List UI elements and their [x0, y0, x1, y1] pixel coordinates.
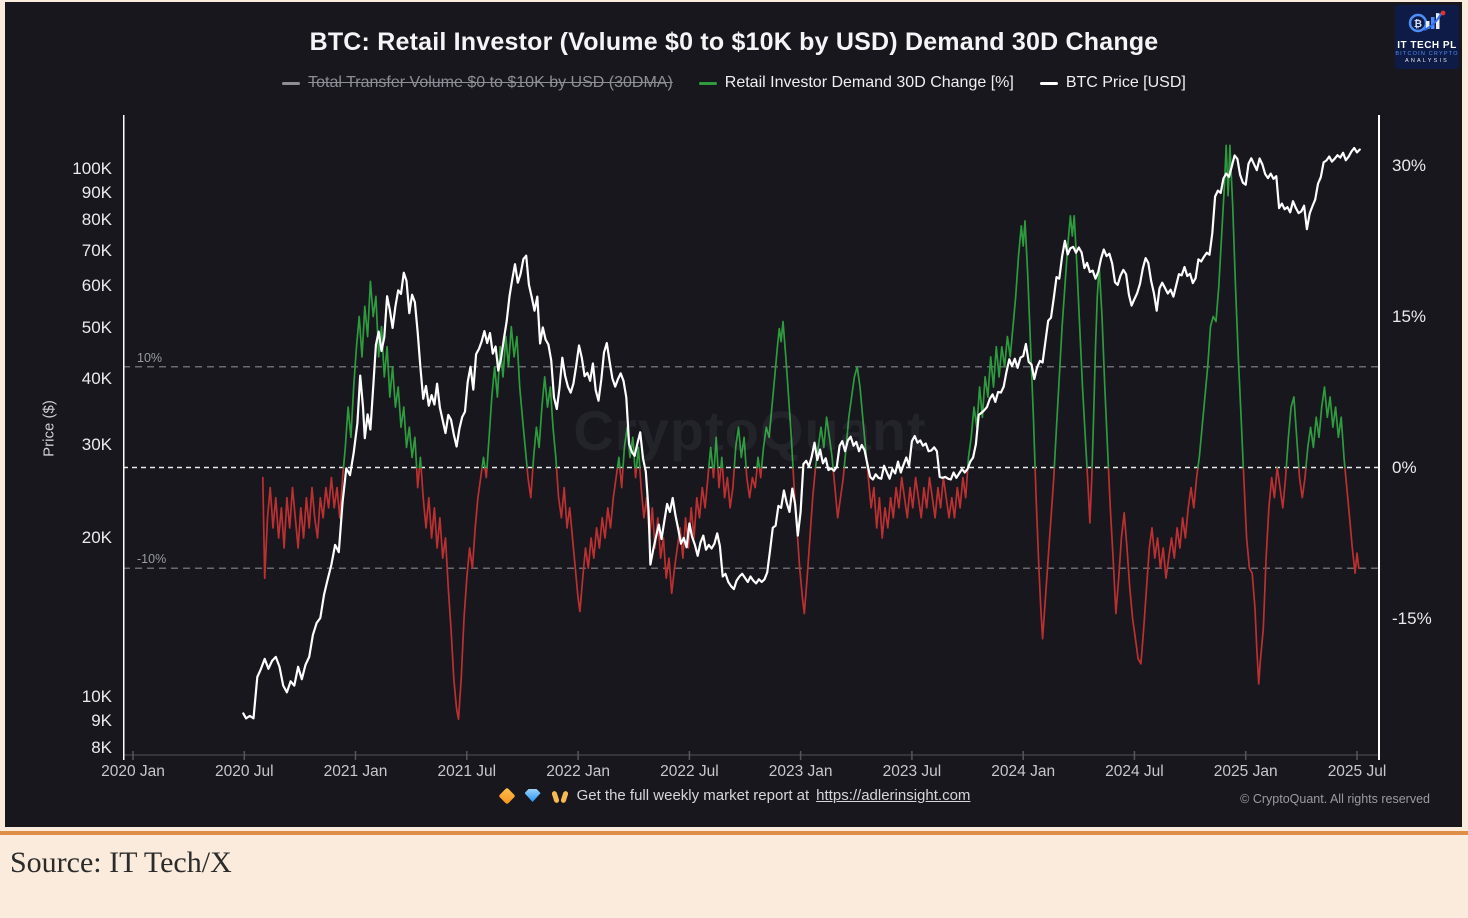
- chart-title: BTC: Retail Investor (Volume $0 to $10K …: [309, 28, 1159, 56]
- legend-marker-icon: [1039, 81, 1058, 85]
- legend-label: BTC Price [USD]: [1065, 74, 1186, 91]
- right-axis-tick-label: -15%: [1392, 608, 1432, 628]
- left-axis-tick-label: 70K: [81, 240, 112, 260]
- source-caption: Source: IT Tech/X: [10, 846, 232, 879]
- chart-legend: Total Transfer Volume $0 to $10K by USD …: [0, 74, 1468, 92]
- divider-rule: [0, 831, 1468, 835]
- x-axis-tick-label: 2022 Jul: [660, 763, 719, 780]
- left-axis-tick-label: 9K: [91, 711, 112, 730]
- svg-text:₿: ₿: [1414, 18, 1422, 30]
- threshold-label-10pct: 10%: [137, 350, 163, 365]
- footer-report-text: Get the full weekly market report at: [576, 787, 810, 804]
- logo-title: IT TECH PL: [1397, 40, 1457, 51]
- demand-line-negative: [261, 466, 1360, 721]
- logo-tagline: ANALYSIS: [1404, 58, 1450, 64]
- logo-chart-icon: ₿: [1408, 10, 1446, 33]
- left-axis-tick-label: 50K: [81, 317, 112, 337]
- orange-diamond-icon: [498, 787, 516, 804]
- x-axis-tick-label: 2024 Jul: [1105, 763, 1164, 780]
- legend-marker-icon: [698, 81, 717, 85]
- chart-panel: [5, 2, 1462, 827]
- raising-hands-icon: [552, 788, 568, 803]
- plot-area[interactable]: [123, 115, 1380, 763]
- x-axis-tick-label: 2021 Jan: [323, 763, 388, 780]
- left-axis-tick-label: 80K: [81, 210, 112, 230]
- left-axis-tick-label: 30K: [81, 435, 112, 454]
- demand-line-positive: [342, 144, 1346, 469]
- legend-marker-icon: [282, 81, 301, 85]
- x-axis-tick-label: 2020 Jan: [101, 763, 165, 780]
- x-axis-tick-label: 2025 Jul: [1327, 763, 1387, 780]
- x-axis-tick-label: 2025 Jan: [1213, 763, 1278, 780]
- legend-item-0[interactable]: Total Transfer Volume $0 to $10K by USD …: [282, 74, 673, 92]
- it-tech-pl-logo: ₿ IT TECH PL BITCOIN CRYPTO ANALYSIS: [1395, 5, 1459, 69]
- x-axis-tick-label: 2023 Jan: [768, 763, 833, 780]
- x-axis-tick-label: 2022 Jan: [546, 763, 610, 780]
- x-axis-tick-label: 2024 Jan: [991, 763, 1056, 780]
- left-axis-tick-label: 100K: [72, 159, 112, 178]
- footer-report-link[interactable]: https://adlerinsight.com: [816, 787, 971, 804]
- x-axis-tick-label: 2020 Jul: [214, 763, 274, 780]
- copyright-notice: © CryptoQuant. All rights reserved: [1240, 792, 1430, 806]
- legend-label: Total Transfer Volume $0 to $10K by USD …: [308, 74, 673, 91]
- right-axis-tick-label: 15%: [1392, 306, 1427, 326]
- threshold-label--10pct: -10%: [137, 552, 167, 567]
- left-axis-tick-label: 90K: [81, 183, 112, 203]
- right-axis-tick-label: 30%: [1392, 155, 1427, 175]
- price-line: [242, 146, 1361, 720]
- left-axis-tick-label: 60K: [81, 276, 112, 296]
- left-axis-tick-label: 8K: [91, 737, 112, 757]
- left-axis-tick-label: 10K: [81, 686, 112, 706]
- logo-subtitle: BITCOIN CRYPTO: [1395, 51, 1459, 57]
- x-axis-tick-label: 2023 Jul: [882, 763, 942, 780]
- x-axis-tick-label: 2021 Jul: [437, 763, 497, 780]
- footer-report-row: Get the full weekly market report at htt…: [0, 787, 1468, 804]
- blue-gem-icon: [524, 789, 541, 802]
- legend-label: Retail Investor Demand 30D Change [%]: [724, 74, 1014, 91]
- left-axis-tick-label: 40K: [81, 369, 112, 388]
- left-axis-tick-label: 20K: [81, 527, 112, 547]
- legend-item-2[interactable]: BTC Price [USD]: [1039, 74, 1186, 92]
- legend-item-1[interactable]: Retail Investor Demand 30D Change [%]: [698, 74, 1014, 92]
- right-axis-tick-label: 0%: [1392, 457, 1417, 477]
